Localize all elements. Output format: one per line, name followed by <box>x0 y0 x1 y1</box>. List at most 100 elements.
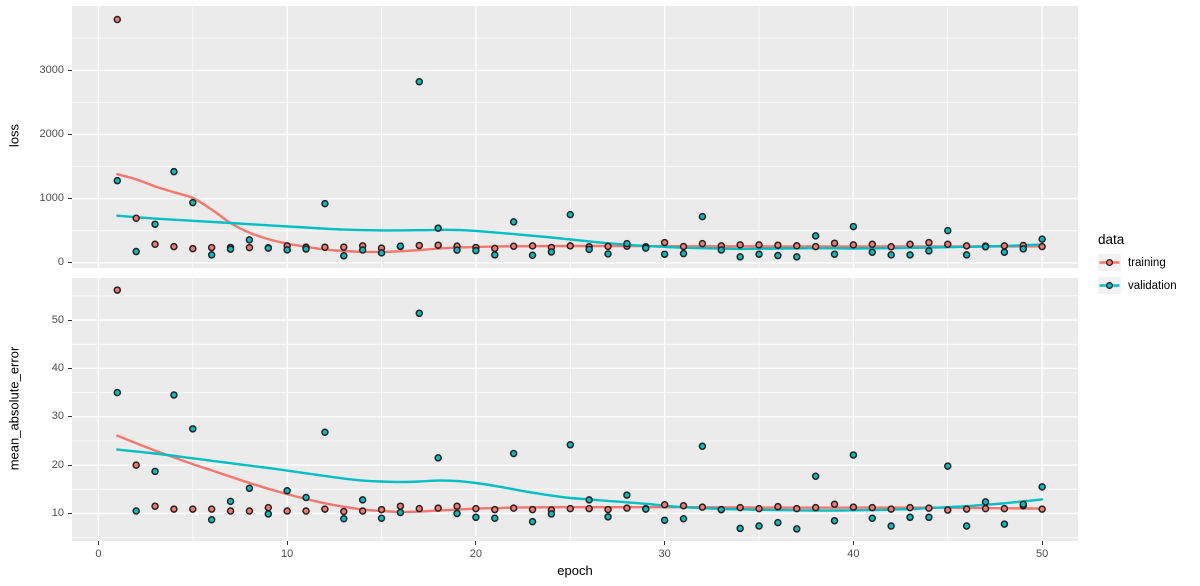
validation-point <box>906 251 914 259</box>
x-tick-label: 30 <box>658 548 671 560</box>
x-tick-mark <box>664 541 666 545</box>
validation-point <box>396 242 405 250</box>
validation-point <box>717 246 726 254</box>
validation-point <box>604 250 612 258</box>
training-point <box>509 504 518 512</box>
training-point <box>585 504 593 513</box>
validation-point <box>698 212 707 221</box>
validation-point <box>623 491 631 499</box>
training-point <box>698 503 707 511</box>
validation-point <box>755 522 763 530</box>
training-point <box>491 505 499 514</box>
legend-label-validation: validation <box>1128 279 1177 292</box>
training-point <box>377 505 386 514</box>
training-point <box>887 243 895 251</box>
validation-point <box>340 252 348 260</box>
validation-point <box>170 391 178 399</box>
validation-point <box>623 239 631 248</box>
y-tick-label: 2000 <box>39 127 64 140</box>
training-point <box>189 505 197 513</box>
training-point <box>925 504 933 512</box>
training-point <box>1000 504 1009 513</box>
validation-point <box>698 442 707 450</box>
validation-point <box>264 244 273 252</box>
training-point <box>849 503 858 511</box>
validation-point <box>868 248 877 256</box>
validation-point <box>321 199 329 208</box>
training-point <box>264 503 273 512</box>
training-point <box>207 505 216 513</box>
training-point <box>321 243 329 251</box>
validation-point <box>226 245 235 253</box>
training-point <box>415 241 424 250</box>
training-point <box>698 239 707 248</box>
validation-point <box>755 250 763 258</box>
validation-point <box>1019 500 1028 509</box>
training-point <box>528 505 537 514</box>
validation-point <box>736 524 744 533</box>
x-tick-label: 0 <box>95 548 102 560</box>
training-point <box>660 238 669 247</box>
training-point <box>453 502 461 510</box>
training-point <box>472 504 480 513</box>
x-tick-label: 10 <box>281 548 294 560</box>
x-tick-mark <box>852 541 854 545</box>
validation-legend-key-icon <box>1098 277 1121 294</box>
training-point <box>944 506 952 514</box>
legend-label-training: training <box>1128 256 1166 269</box>
training-point <box>302 507 310 515</box>
training-point <box>189 244 197 253</box>
y-tick-label: 10 <box>51 506 64 519</box>
training-point <box>962 505 971 513</box>
validation-point <box>774 518 782 527</box>
training-point <box>811 242 820 251</box>
x-tick-mark <box>286 541 288 545</box>
training-point <box>925 238 933 247</box>
validation-point <box>528 251 537 260</box>
x-tick-label: 40 <box>847 548 860 560</box>
training-point <box>509 242 518 250</box>
validation-point <box>906 513 914 522</box>
validation-point <box>283 486 291 495</box>
validation-point <box>113 176 122 185</box>
validation-point <box>566 210 575 219</box>
validation-point <box>415 78 424 86</box>
mae-panel <box>72 278 1078 541</box>
validation-point <box>434 454 442 462</box>
loss-axis-title: loss <box>6 123 22 148</box>
validation-point <box>849 451 858 459</box>
validation-point <box>377 514 386 523</box>
training-point <box>793 242 801 250</box>
validation-point <box>302 245 310 253</box>
validation-point <box>944 226 952 235</box>
y-tick-mark <box>68 319 72 321</box>
x-tick-mark <box>1041 541 1043 545</box>
validation-point <box>887 251 895 259</box>
y-tick-mark <box>68 416 72 418</box>
training-point <box>1000 242 1009 250</box>
training-legend-key-icon <box>1098 254 1121 271</box>
training-point <box>755 241 763 249</box>
training-point <box>528 242 537 250</box>
training-point <box>170 242 178 251</box>
validation-point <box>245 484 254 493</box>
training-point <box>962 242 971 250</box>
validation-point <box>830 516 839 525</box>
validation-point <box>509 218 518 226</box>
training-point <box>944 240 952 248</box>
y-tick-label: 40 <box>51 361 64 374</box>
legend: data training validation <box>1098 232 1177 300</box>
training-point <box>755 504 763 513</box>
validation-point <box>717 505 726 514</box>
training-point <box>623 504 631 512</box>
training-point <box>340 507 348 516</box>
y-tick-mark <box>68 198 72 200</box>
training-point <box>415 504 424 513</box>
validation-point <box>132 507 140 515</box>
training-point <box>868 503 877 512</box>
training-point <box>679 501 688 510</box>
y-tick-label: 0 <box>57 256 64 269</box>
validation-point <box>962 251 971 259</box>
validation-point <box>925 247 933 255</box>
